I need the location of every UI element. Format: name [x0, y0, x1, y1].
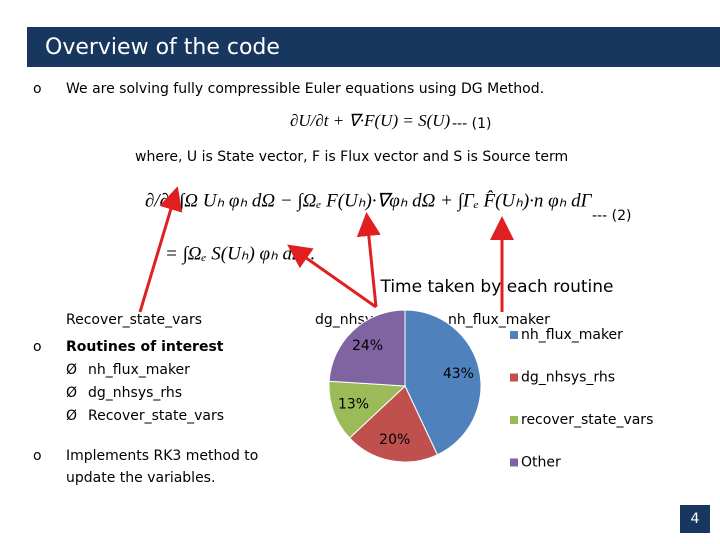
header-bar	[27, 27, 720, 67]
sub-bullet: Ø	[66, 385, 77, 401]
pie-chart: 43% nh_flux_maker 20% dg_nhsys_rhs 13% recove…	[328, 309, 653, 471]
legend-swatch	[510, 373, 518, 382]
pie-slice	[328, 309, 406, 387]
text: where, U is State vector, F is Flux vect…	[135, 149, 568, 165]
pie-slice	[404, 309, 482, 456]
sub-bullet: Ø	[66, 408, 77, 424]
chart-title: Time taken by each routine	[379, 277, 613, 297]
legend-label: Other	[521, 455, 561, 471]
bullet-text: Implements RK3 method to	[66, 448, 258, 464]
sub-bullet-text: Recover_state_vars	[88, 408, 224, 424]
bullet: o	[33, 81, 42, 97]
bullet-text: update the variables.	[66, 470, 215, 486]
equation: ∂/∂t ∫Ω Uₕ φₕ dΩ − ∫Ωₑ F(Uₕ)·∇φₕ dΩ + ∫Γ…	[145, 190, 593, 212]
bullet: o	[33, 339, 42, 355]
sub-bullet-text: dg_nhsys_rhs	[88, 385, 182, 401]
page-number-box	[680, 505, 710, 533]
arrow	[287, 244, 377, 309]
equation: = ∫Ωₑ S(Uₕ) φₕ dΩ .	[165, 243, 315, 265]
sub-bullet: Ø	[66, 362, 77, 378]
pie-slice	[328, 380, 407, 439]
legend-label: nh_flux_maker	[521, 327, 623, 343]
bullet-text: We are solving fully compressible Euler …	[66, 81, 544, 97]
equation: ∂U/∂t + ∇·F(U) = S(U)	[290, 111, 451, 130]
data-label: 20%	[379, 432, 410, 448]
data-label: 24%	[352, 338, 383, 354]
legend-swatch	[510, 458, 518, 467]
slide-title: Overview of the code	[45, 35, 280, 60]
page-number: 4	[691, 511, 700, 527]
legend-label: recover_state_vars	[521, 412, 653, 428]
equation-number: --- (2)	[592, 208, 631, 224]
data-label: 13%	[338, 397, 369, 413]
legend-swatch	[510, 416, 518, 424]
arrow	[356, 212, 381, 308]
arrow	[138, 186, 183, 313]
label: Recover_state_vars	[66, 312, 202, 328]
data-label: 43%	[443, 366, 474, 382]
bullet: o	[33, 448, 42, 464]
equation-number: --- (1)	[452, 116, 491, 132]
annotation: nh_flux_maker	[448, 312, 550, 328]
legend-label: dg_nhsys_rhs	[521, 370, 615, 386]
pie-slice	[348, 385, 439, 463]
arrows	[138, 186, 514, 313]
sub-bullet-text: nh_flux_maker	[88, 362, 190, 378]
legend-swatch	[510, 331, 518, 339]
bullet-text: Routines of interest	[66, 339, 224, 355]
